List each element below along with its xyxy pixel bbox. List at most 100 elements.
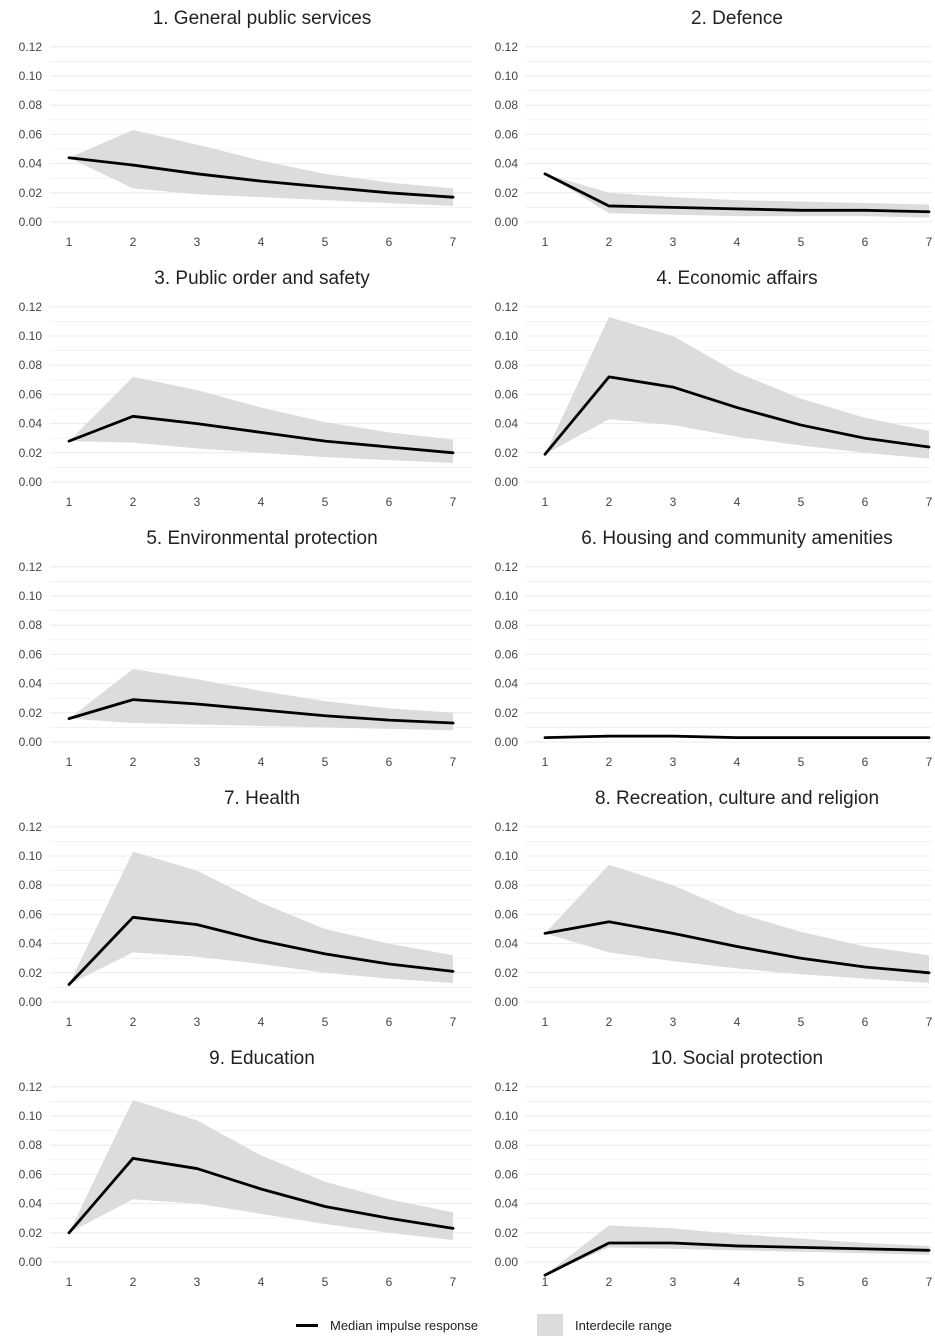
x-tick-label: 5 — [322, 1015, 329, 1029]
median-line — [67, 698, 455, 725]
x-tick-label: 2 — [130, 1015, 137, 1029]
x-tick-label: 3 — [194, 755, 201, 769]
y-tick-label: 0.00 — [495, 735, 519, 749]
x-tick-label: 4 — [258, 495, 265, 509]
y-tick-label: 0.08 — [19, 1138, 43, 1152]
y-tick-label: 0.06 — [495, 127, 519, 141]
median-line — [67, 915, 455, 986]
y-tick-label: 0.12 — [19, 1080, 43, 1094]
y-tick-label: 0.02 — [19, 186, 43, 200]
x-tick-label: 4 — [258, 1275, 265, 1289]
x-tick-label: 2 — [130, 495, 137, 509]
x-tick-label: 2 — [606, 755, 613, 769]
y-tick-label: 0.04 — [495, 157, 519, 171]
x-tick-label: 4 — [258, 755, 265, 769]
y-tick-label: 0.10 — [495, 849, 519, 863]
y-tick-label: 0.12 — [19, 820, 43, 834]
x-tick-label: 6 — [386, 235, 393, 249]
x-tick-label: 1 — [542, 1015, 549, 1029]
y-tick-label: 0.08 — [19, 358, 43, 372]
y-tick-label: 0.06 — [19, 127, 43, 141]
x-tick-label: 5 — [322, 235, 329, 249]
x-tick-label: 2 — [606, 235, 613, 249]
y-tick-label: 0.08 — [19, 878, 43, 892]
y-tick-label: 0.06 — [495, 647, 519, 661]
x-tick-label: 7 — [450, 1275, 457, 1289]
x-tick-label: 3 — [670, 235, 677, 249]
y-tick-label: 0.00 — [19, 475, 43, 489]
x-tick-label: 3 — [194, 1015, 201, 1029]
y-tick-label: 0.02 — [19, 966, 43, 980]
y-tick-label: 0.04 — [495, 937, 519, 951]
panel-title: 2. Defence — [691, 8, 783, 29]
y-tick-label: 0.12 — [495, 560, 519, 574]
y-tick-label: 0.04 — [495, 417, 519, 431]
interdecile-band — [69, 851, 453, 985]
x-tick-label: 1 — [542, 495, 549, 509]
y-tick-label: 0.10 — [495, 589, 519, 603]
y-tick-label: 0.08 — [495, 878, 519, 892]
median-line — [543, 920, 931, 975]
y-tick-label: 0.02 — [19, 1226, 43, 1240]
y-tick-label: 0.06 — [19, 387, 43, 401]
y-tick-label: 0.08 — [495, 618, 519, 632]
y-tick-label: 0.04 — [19, 1197, 43, 1211]
x-tick-label: 7 — [926, 1015, 933, 1029]
legend-label-interdecile: Interdecile range — [575, 1317, 672, 1333]
x-tick-label: 7 — [450, 495, 457, 509]
y-tick-label: 0.00 — [19, 1255, 43, 1269]
panel-title: 3. Public order and safety — [154, 268, 370, 289]
panel-title: 7. Health — [224, 788, 300, 809]
y-tick-label: 0.06 — [19, 1167, 43, 1181]
y-tick-label: 0.00 — [19, 215, 43, 229]
panel-title: 6. Housing and community amenities — [581, 528, 893, 549]
x-tick-label: 1 — [66, 1275, 73, 1289]
y-tick-label: 0.06 — [495, 1167, 519, 1181]
x-tick-label: 1 — [66, 495, 73, 509]
x-tick-label: 7 — [450, 755, 457, 769]
y-tick-label: 0.10 — [19, 1109, 43, 1123]
y-tick-label: 0.12 — [19, 40, 43, 54]
x-tick-label: 7 — [926, 495, 933, 509]
y-tick-label: 0.10 — [19, 329, 43, 343]
y-tick-label: 0.06 — [19, 647, 43, 661]
x-tick-label: 4 — [258, 1015, 265, 1029]
median-line — [67, 414, 455, 455]
y-tick-label: 0.04 — [19, 937, 43, 951]
x-tick-label: 2 — [606, 495, 613, 509]
x-tick-label: 4 — [734, 1015, 741, 1029]
y-tick-label: 0.04 — [495, 677, 519, 691]
x-tick-label: 3 — [194, 1275, 201, 1289]
x-tick-label: 3 — [670, 755, 677, 769]
x-tick-label: 2 — [130, 235, 137, 249]
x-tick-label: 1 — [542, 235, 549, 249]
x-tick-label: 6 — [862, 495, 869, 509]
x-tick-label: 3 — [194, 235, 201, 249]
y-tick-label: 0.12 — [495, 300, 519, 314]
x-tick-label: 2 — [130, 755, 137, 769]
x-tick-label: 5 — [798, 755, 805, 769]
y-tick-label: 0.06 — [495, 907, 519, 921]
panel-title: 8. Recreation, culture and religion — [595, 788, 879, 809]
x-tick-label: 6 — [862, 755, 869, 769]
interdecile-band — [69, 376, 453, 464]
x-tick-label: 5 — [798, 1015, 805, 1029]
x-tick-label: 5 — [322, 755, 329, 769]
median-line — [543, 734, 931, 740]
median-line — [67, 156, 455, 199]
x-tick-label: 6 — [386, 1275, 393, 1289]
small-multiples-chart: 0.00 0.02 0.04 0.06 0.08 0.10 0.12 1 2 3 4 5 6 7 1. Ge… — [19, 8, 933, 1289]
y-tick-label: 0.12 — [19, 300, 43, 314]
x-tick-label: 5 — [322, 1275, 329, 1289]
median-line — [67, 1156, 455, 1235]
x-tick-label: 4 — [734, 235, 741, 249]
x-tick-label: 5 — [322, 495, 329, 509]
x-tick-label: 5 — [798, 235, 805, 249]
x-tick-label: 3 — [670, 1275, 677, 1289]
legend-label-median: Median impulse response — [330, 1317, 479, 1333]
legend-band-swatch — [537, 1314, 563, 1336]
y-tick-label: 0.08 — [495, 98, 519, 112]
legend-item-interdecile: Interdecile range — [537, 1313, 672, 1337]
y-tick-label: 0.08 — [495, 358, 519, 372]
x-tick-label: 6 — [386, 755, 393, 769]
